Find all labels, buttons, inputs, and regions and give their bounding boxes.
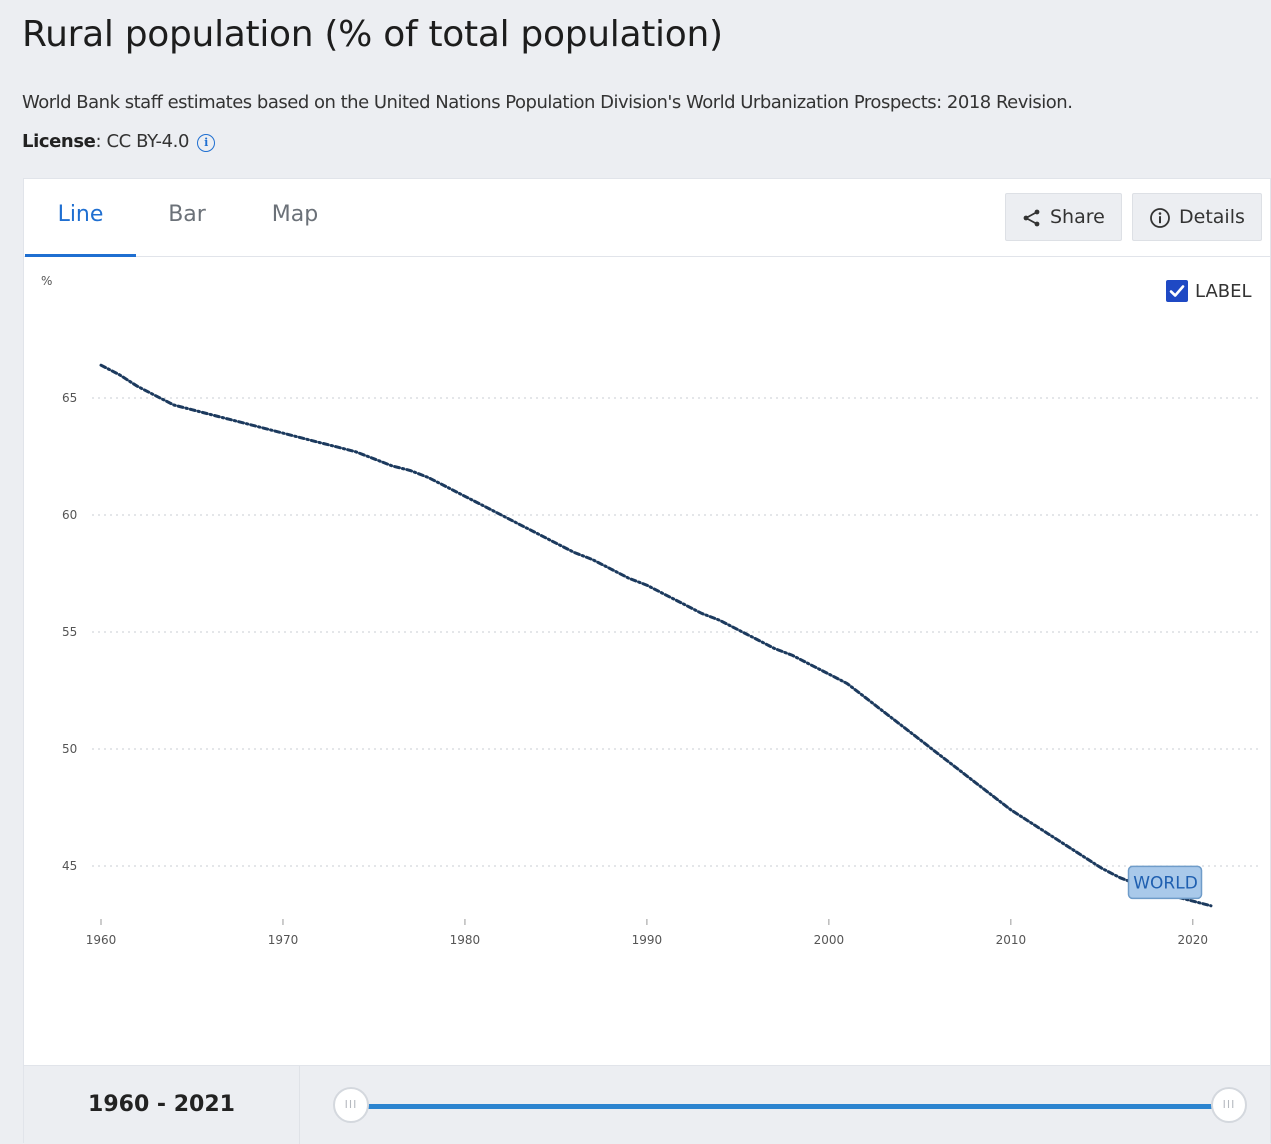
x-tick-label: 2010	[996, 933, 1027, 947]
year-range-bar: 1960 - 2021 III III	[24, 1065, 1270, 1144]
license-value: : CC BY-4.0	[95, 131, 190, 152]
share-icon	[1023, 209, 1040, 226]
range-start-handle[interactable]: III	[333, 1087, 369, 1123]
year-range-label: 1960 - 2021	[24, 1066, 300, 1144]
y-axis-label: %	[41, 274, 52, 288]
chart-card: Line Bar Map Share Details % 45 50 55 60 65 19…	[23, 178, 1271, 1144]
checkbox-checked-icon[interactable]	[1166, 280, 1188, 302]
info-circle-icon	[1150, 207, 1170, 228]
tab-bar[interactable]: Bar	[168, 202, 206, 227]
x-tick-label: 2020	[1178, 933, 1209, 947]
license-line: License: CC BY-4.0 i	[22, 131, 216, 152]
series-label-world: WORLD	[1133, 873, 1198, 893]
share-button[interactable]: Share	[1005, 193, 1122, 241]
tab-line[interactable]: Line	[25, 179, 136, 257]
info-icon[interactable]: i	[197, 134, 216, 152]
x-tick-label: 2000	[814, 933, 845, 947]
label-toggle[interactable]: LABEL	[1166, 280, 1252, 304]
series-label-box	[1127, 865, 1203, 900]
x-tick-label: 1980	[450, 933, 481, 947]
y-tick-label: 60	[62, 508, 77, 522]
x-tick-label: 1960	[86, 933, 117, 947]
source-note: World Bank staff estimates based on the …	[22, 92, 1073, 113]
y-tick-label: 65	[62, 391, 77, 405]
share-label: Share	[1050, 206, 1105, 228]
line-chart: % 45 50 55 60 65 1960 1970 1980 1990 2000 2010 2020 W…	[41, 274, 1260, 947]
range-end-handle[interactable]: III	[1211, 1087, 1247, 1123]
tab-map[interactable]: Map	[271, 202, 319, 227]
x-tick-label: 1970	[268, 933, 299, 947]
y-tick-label: 45	[62, 859, 77, 873]
x-tick-label: 1990	[632, 933, 663, 947]
page-title: Rural population (% of total population)	[22, 14, 723, 55]
range-slider-track[interactable]	[351, 1104, 1229, 1109]
y-tick-label: 50	[62, 742, 77, 756]
y-tick-label: 55	[62, 625, 77, 639]
chart-tabs: Line Bar Map Share Details	[24, 179, 1270, 257]
label-toggle-text: LABEL	[1195, 281, 1252, 302]
license-label: License	[22, 131, 96, 152]
details-label: Details	[1179, 206, 1245, 228]
series-line-world	[99, 363, 1213, 908]
details-button[interactable]: Details	[1132, 193, 1262, 241]
